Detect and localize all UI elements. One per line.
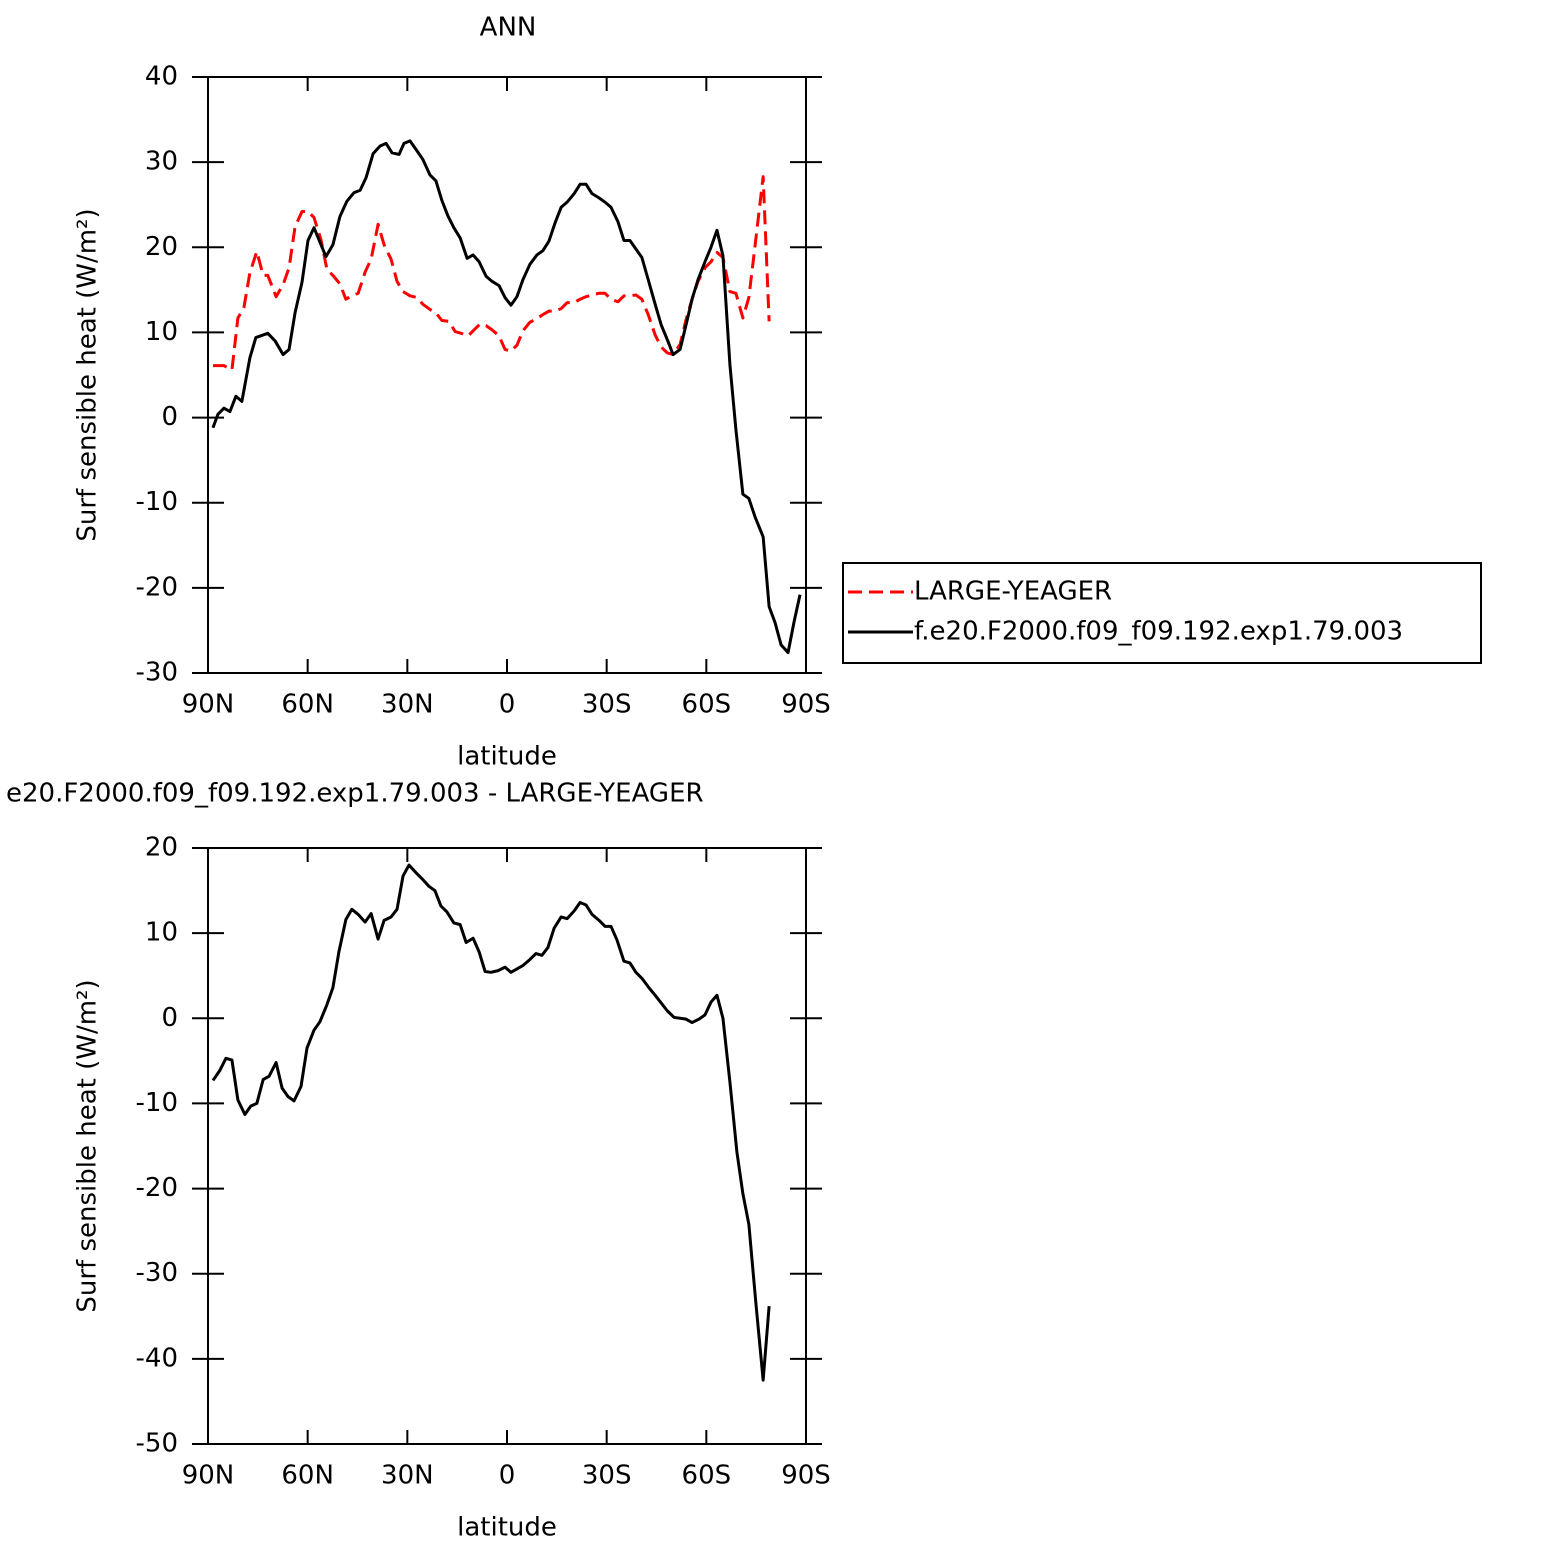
plot-frame (207, 76, 807, 674)
plot-frame (207, 847, 807, 1445)
y-tick-label: 20 (145, 833, 178, 863)
y-axis-label: Surf sensible heat (W/m²) (73, 979, 103, 1312)
x-tick-label: 30S (582, 690, 632, 720)
legend-box (842, 562, 1482, 664)
y-tick-label: -30 (136, 658, 178, 688)
x-tick-label: 60S (682, 1461, 732, 1491)
x-tick-label: 30N (381, 690, 434, 720)
x-tick-label: 90S (781, 690, 831, 720)
y-tick-label: 0 (161, 402, 178, 432)
x-tick-label: 60N (281, 690, 334, 720)
y-tick-label: 20 (145, 232, 178, 262)
data-line (211, 139, 802, 655)
x-tick-label: 90S (781, 1461, 831, 1491)
x-tick-label: 90N (182, 690, 235, 720)
y-axis-label: Surf sensible heat (W/m²) (73, 208, 103, 541)
y-tick-label: -10 (136, 487, 178, 517)
x-tick-label: 90N (182, 1461, 235, 1491)
y-tick-label: -10 (136, 1088, 178, 1118)
x-tick-label: 0 (499, 1461, 516, 1491)
y-tick-label: 10 (145, 918, 178, 948)
x-tick-label: 60N (281, 1461, 334, 1491)
legend-label: f.e20.F2000.f09_f09.192.exp1.79.003 (914, 617, 1403, 647)
legend-label: LARGE-YEAGER (914, 577, 1112, 607)
x-tick-label: 0 (499, 690, 516, 720)
chart-title: e20.F2000.f09_f09.192.exp1.79.003 - LARG… (6, 779, 704, 809)
y-tick-label: -40 (136, 1343, 178, 1373)
y-tick-label: 0 (161, 1003, 178, 1033)
y-tick-label: -20 (136, 1173, 178, 1203)
y-tick-label: -20 (136, 572, 178, 602)
x-axis-label: latitude (457, 1513, 557, 1543)
x-tick-label: 30N (381, 1461, 434, 1491)
y-tick-label: -30 (136, 1258, 178, 1288)
legend: LARGE-YEAGER f.e20.F2000.f09_f09.192.exp1… (842, 562, 1482, 664)
x-axis-label: latitude (457, 742, 557, 772)
x-tick-label: 30S (582, 1461, 632, 1491)
data-line (211, 863, 771, 1382)
y-tick-label: 40 (145, 62, 178, 92)
y-tick-label: 10 (145, 317, 178, 347)
y-tick-label: -50 (136, 1429, 178, 1459)
data-line (212, 175, 771, 372)
x-tick-label: 60S (682, 690, 732, 720)
chart-title: ANN (480, 13, 537, 43)
y-tick-label: 30 (145, 147, 178, 177)
